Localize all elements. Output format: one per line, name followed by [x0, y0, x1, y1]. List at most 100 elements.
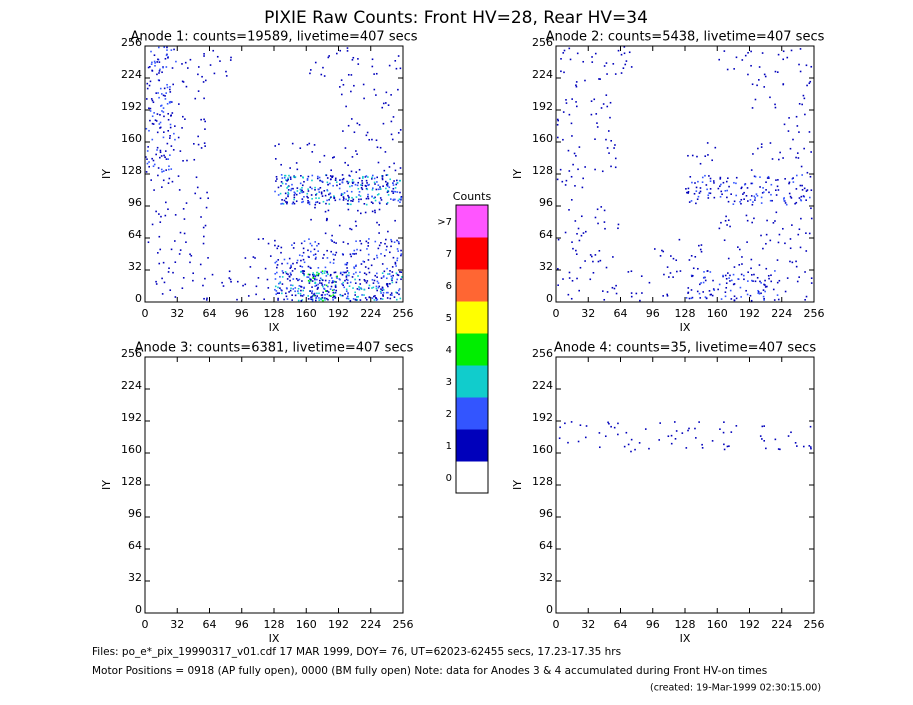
count-dot [391, 281, 394, 284]
count-dot [627, 271, 630, 273]
count-dot [584, 260, 586, 262]
count-dot [741, 59, 744, 61]
count-dot [314, 282, 316, 285]
count-dot [158, 72, 160, 74]
count-dot [277, 286, 279, 289]
count-dot [156, 61, 159, 63]
count-dot [382, 295, 384, 297]
count-dot [274, 158, 277, 160]
count-dot [709, 188, 712, 190]
count-dot [288, 257, 291, 260]
count-dot [724, 291, 727, 293]
count-dot [281, 276, 284, 278]
count-dot [159, 121, 162, 124]
count-dot [795, 265, 798, 268]
count-dot [179, 150, 182, 152]
count-dot [576, 232, 578, 235]
count-dot [708, 175, 710, 177]
density-cell [147, 240, 177, 270]
count-dot [149, 80, 152, 83]
count-dot [320, 192, 323, 195]
count-dot [397, 274, 400, 277]
count-dot [377, 161, 380, 164]
count-dot [794, 202, 796, 205]
count-dot [743, 183, 746, 186]
count-dot [327, 273, 329, 276]
colorbar-box [456, 461, 488, 493]
count-dot [700, 282, 702, 284]
count-dot [767, 274, 770, 277]
count-dot [342, 281, 345, 284]
count-dot [788, 181, 791, 184]
count-dot [565, 179, 568, 182]
count-dot [623, 445, 626, 448]
count-dot [294, 294, 297, 297]
count-dot [704, 279, 707, 282]
count-dot [257, 238, 260, 241]
count-dot [606, 105, 609, 108]
density-cell [179, 142, 206, 162]
count-dot [747, 280, 749, 282]
count-dot [795, 188, 798, 190]
count-dot [177, 136, 180, 139]
count-dot [398, 271, 401, 273]
count-dot [386, 283, 389, 285]
count-dot [762, 187, 764, 189]
count-dot [379, 202, 381, 205]
count-dot [387, 194, 390, 196]
count-dot [689, 176, 692, 178]
count-dot [718, 227, 721, 230]
count-dot [323, 75, 326, 77]
count-dot [350, 255, 353, 258]
count-dot [730, 298, 733, 300]
count-dot [302, 251, 305, 254]
count-dot [585, 425, 588, 427]
count-dot [358, 288, 361, 291]
count-dot [200, 118, 202, 121]
count-dot [371, 189, 374, 191]
count-dot [329, 261, 332, 264]
count-dot [348, 198, 350, 200]
count-dot [575, 101, 577, 103]
count-dot [332, 291, 335, 294]
count-dot [389, 178, 392, 181]
y-tick-label: 96 [539, 196, 553, 209]
count-dot [694, 427, 696, 430]
count-dot [604, 435, 607, 438]
count-dot [390, 238, 392, 241]
count-dot [360, 287, 362, 290]
y-axis-label: IY [511, 169, 524, 179]
count-dot [355, 225, 358, 227]
count-dot [327, 285, 329, 288]
count-dot [796, 125, 799, 127]
count-dot [359, 271, 361, 274]
count-dot [376, 176, 379, 179]
count-dot [318, 202, 321, 204]
count-dot [307, 188, 309, 190]
count-dot [364, 266, 367, 268]
count-dot [186, 159, 188, 162]
count-dot [722, 274, 724, 277]
count-dot [328, 279, 331, 282]
count-dot [691, 274, 694, 277]
count-dot [319, 186, 322, 189]
count-dot [275, 175, 278, 178]
count-dot [347, 279, 349, 282]
count-dot [394, 219, 396, 222]
count-dot [185, 241, 187, 243]
count-dot [316, 177, 319, 180]
count-dot [228, 270, 231, 273]
count-dot [317, 283, 319, 286]
count-dot [291, 270, 294, 272]
y-tick-label: 64 [128, 228, 142, 241]
count-dot [624, 63, 627, 66]
count-dot [367, 267, 370, 270]
y-tick-label: 160 [121, 443, 142, 456]
count-dot [286, 201, 288, 204]
x-tick-label: 0 [553, 618, 560, 631]
density-cell [371, 55, 402, 75]
count-dot [690, 274, 693, 277]
count-dot [386, 174, 389, 176]
count-dot [222, 285, 225, 287]
colorbar-box [455, 396, 489, 430]
